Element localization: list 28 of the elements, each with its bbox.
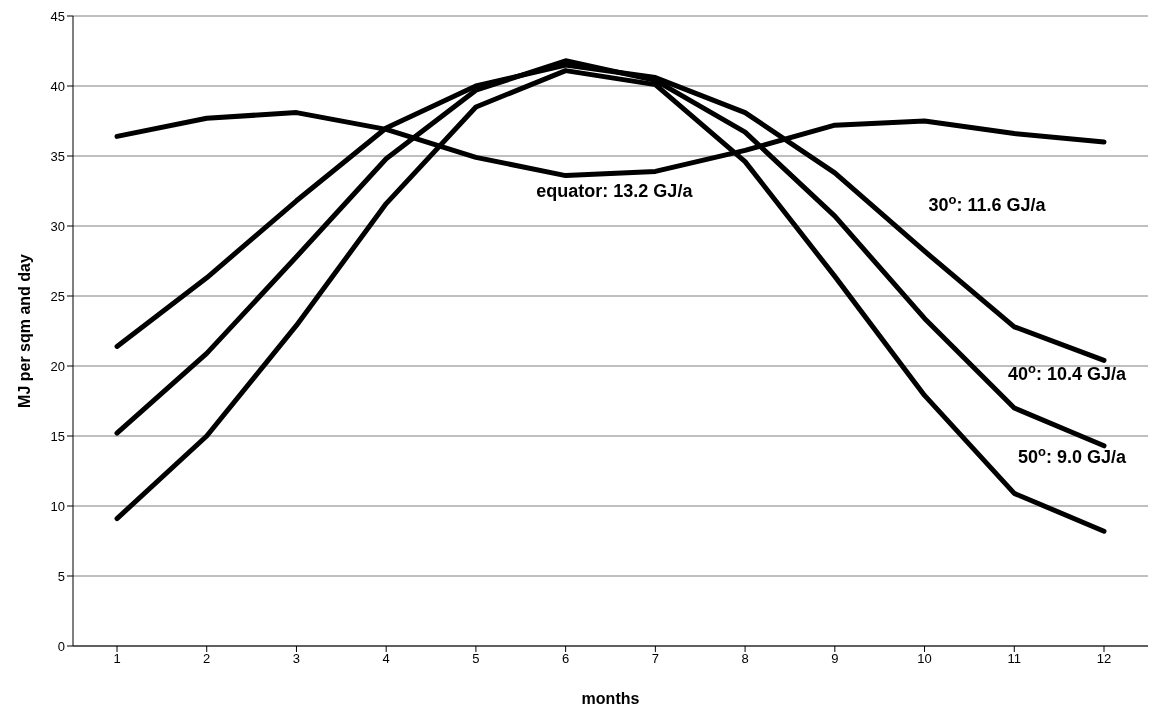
y-tick-label: 30 <box>50 218 65 234</box>
y-tick-label: 35 <box>50 148 65 164</box>
x-tick-label: 10 <box>917 651 932 667</box>
y-axis-title: MJ per sqm and day <box>15 253 33 408</box>
x-tick-label: 6 <box>562 651 570 667</box>
y-tick-label: 15 <box>50 428 65 444</box>
series-label: 50$^{o}$: 9.0 GJ/a <box>1017 443 1127 468</box>
y-tick-label: 25 <box>50 288 65 304</box>
y-tick-label: 45 <box>50 8 65 24</box>
y-tick-label: 40 <box>50 78 65 94</box>
x-tick-label: 12 <box>1096 651 1112 667</box>
series-label: 30$^{o}$: 11.6 GJ/a <box>928 191 1047 216</box>
x-tick-label: 1 <box>113 651 121 667</box>
x-tick-label: 8 <box>741 651 749 667</box>
x-tick-label: 9 <box>831 651 839 667</box>
y-tick-label: 20 <box>50 358 65 374</box>
x-tick-label: 11 <box>1007 651 1022 667</box>
series-label: 40$^{o}$: 10.4 GJ/a <box>1007 360 1127 384</box>
x-tick-label: 5 <box>472 651 480 667</box>
x-tick-label: 4 <box>382 651 390 667</box>
x-axis-title: months <box>581 690 640 707</box>
x-tick-label: 7 <box>651 651 659 667</box>
x-tick-label: 3 <box>292 651 301 667</box>
y-tick-label: 5 <box>57 568 65 584</box>
series-label: equator: 13.2 GJ/a <box>536 181 694 202</box>
x-tick-label: 2 <box>203 651 211 667</box>
y-tick-label: 0 <box>57 638 65 654</box>
y-tick-label: 10 <box>50 498 65 514</box>
